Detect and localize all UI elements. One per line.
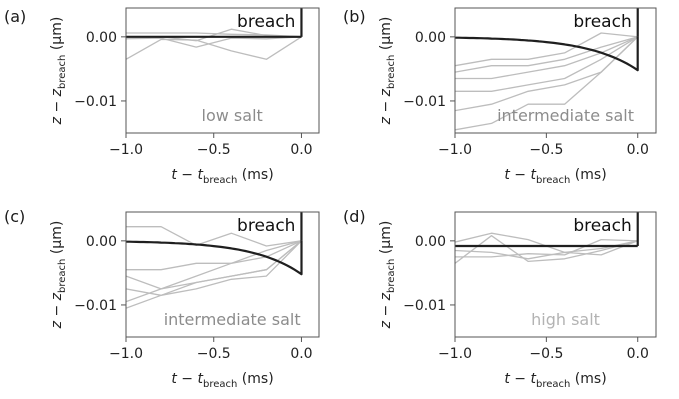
panel-letter: (d) [343, 207, 366, 226]
trace-line [455, 36, 639, 131]
y-axis-label: z − zbreach (μm) [378, 221, 397, 330]
trace-line [126, 240, 302, 309]
breach-label: breach [237, 216, 295, 236]
y-tick-label: 0.00 [86, 234, 117, 250]
x-axis-label: t − tbreach (ms) [504, 167, 606, 186]
panel-letter: (a) [4, 7, 26, 26]
breach-label: breach [237, 12, 295, 32]
x-axis-label: t − tbreach (ms) [171, 371, 273, 390]
x-tick-label: −1.0 [109, 346, 143, 362]
trace-line [126, 240, 302, 303]
salt-annotation: intermediate salt [164, 310, 301, 329]
x-tick-label: −1.0 [438, 142, 472, 158]
x-tick-label: 0.0 [627, 142, 649, 158]
x-tick-label: 0.0 [290, 142, 312, 158]
trace-line [455, 36, 638, 80]
trace-line [455, 36, 638, 73]
axes-frame [125, 7, 320, 134]
y-tick-label: −0.01 [403, 298, 446, 314]
y-axis-label: z − zbreach (μm) [49, 17, 68, 126]
y-tick-label: −0.01 [74, 298, 117, 314]
trace-line [455, 36, 639, 112]
trace-line [126, 36, 302, 60]
y-tick-label: −0.01 [74, 94, 117, 110]
x-tick-label: −0.5 [197, 346, 231, 362]
plot-area [455, 8, 639, 131]
panel-letter: (c) [4, 207, 25, 226]
panel-1: (b) breach intermediate salt −1.0 −0.5 0.0 0.0… [343, 7, 657, 186]
trace-line [455, 32, 638, 67]
x-tick-label: −1.0 [438, 346, 472, 362]
x-tick-label: 0.0 [627, 346, 649, 362]
salt-annotation: low salt [202, 106, 263, 125]
panel-0: (a) breach low salt −1.0 −0.5 0.0 0.00 −0.01 t −… [4, 7, 320, 186]
trace-line [126, 240, 302, 271]
x-tick-label: −0.5 [197, 142, 231, 158]
x-tick-label: −0.5 [529, 346, 563, 362]
mean-line [455, 36, 639, 72]
trace-line [455, 235, 638, 264]
axes-frame [125, 211, 320, 338]
panel-2: (c) breach intermediate salt −1.0 −0.5 0.0 0.0… [4, 207, 320, 390]
axes-frame [454, 7, 657, 134]
breach-label: breach [573, 216, 631, 236]
x-axis-label: t − tbreach (ms) [504, 371, 606, 390]
plot-area [455, 212, 639, 264]
plot-area [126, 8, 303, 60]
breach-label: breach [573, 12, 631, 32]
trace-line [126, 240, 302, 290]
y-tick-label: 0.00 [415, 30, 446, 46]
y-axis-label: z − zbreach (μm) [378, 17, 397, 126]
x-tick-label: 0.0 [290, 346, 312, 362]
x-tick-label: −1.0 [109, 142, 143, 158]
axes-frame [454, 211, 657, 338]
trace-line [455, 240, 638, 260]
panel-letter: (b) [343, 7, 366, 26]
y-tick-label: 0.00 [86, 30, 117, 46]
y-tick-label: 0.00 [415, 234, 446, 250]
trace-line [455, 238, 638, 258]
plot-area [126, 212, 303, 309]
trace-line [126, 226, 302, 247]
panel-3: (d) breach high salt −1.0 −0.5 0.0 0.00 −0.01 t … [343, 207, 657, 390]
trace-line [126, 36, 302, 48]
salt-annotation: intermediate salt [497, 106, 634, 125]
y-axis-label: z − zbreach (μm) [49, 221, 68, 330]
x-tick-label: −0.5 [529, 142, 563, 158]
x-axis-label: t − tbreach (ms) [171, 167, 273, 186]
salt-annotation: high salt [531, 310, 600, 329]
mean-line [126, 240, 303, 276]
y-tick-label: −0.01 [403, 94, 446, 110]
